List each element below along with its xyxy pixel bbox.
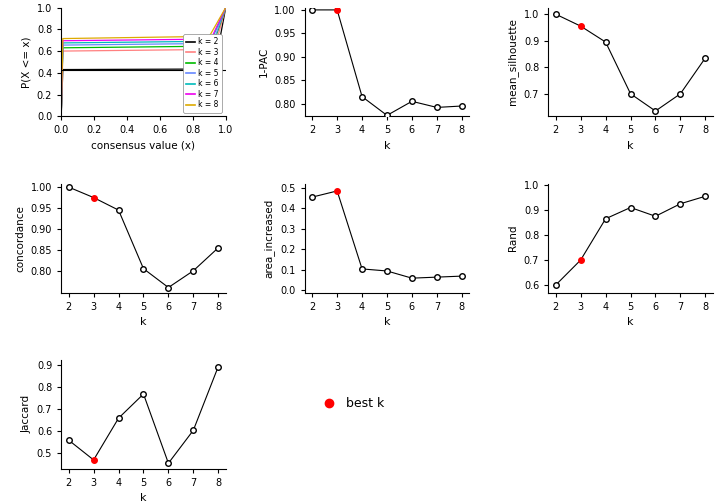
- Y-axis label: 1-PAC: 1-PAC: [258, 47, 269, 77]
- X-axis label: k: k: [384, 141, 390, 151]
- X-axis label: consensus value (x): consensus value (x): [91, 141, 195, 151]
- Legend: k = 2, k = 3, k = 4, k = 5, k = 6, k = 7, k = 8: k = 2, k = 3, k = 4, k = 5, k = 6, k = 7…: [183, 34, 222, 112]
- X-axis label: k: k: [140, 493, 147, 503]
- Text: best k: best k: [346, 397, 384, 410]
- Y-axis label: Rand: Rand: [508, 225, 518, 251]
- X-axis label: k: k: [384, 317, 390, 327]
- Y-axis label: P(X <= x): P(X <= x): [22, 36, 31, 88]
- Y-axis label: concordance: concordance: [15, 205, 25, 272]
- Y-axis label: mean_silhouette: mean_silhouette: [508, 19, 518, 105]
- X-axis label: k: k: [140, 317, 147, 327]
- X-axis label: k: k: [627, 317, 634, 327]
- X-axis label: k: k: [627, 141, 634, 151]
- Y-axis label: Jaccard: Jaccard: [22, 395, 31, 433]
- Y-axis label: area_increased: area_increased: [264, 199, 275, 278]
